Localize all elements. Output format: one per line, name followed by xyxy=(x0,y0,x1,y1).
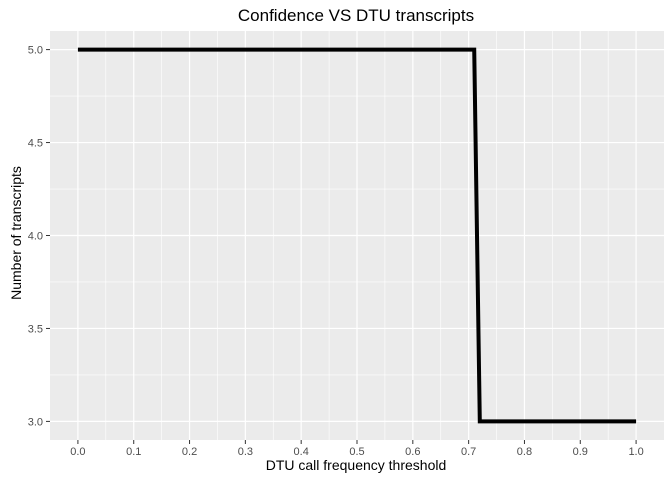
series-line xyxy=(77,47,637,424)
x-tick-label: 0.5 xyxy=(349,446,364,458)
y-tick-label: 4.5 xyxy=(28,138,43,150)
x-tick-label: 1.0 xyxy=(628,446,643,458)
x-axis-ticks: 0.0 0.1 0.2 0.3 0.4 0.5 0.6 0.7 0.8 0.9 1.0 xyxy=(70,440,644,458)
y-tick-label: 3.0 xyxy=(28,416,43,428)
y-axis-title: Number of transcripts xyxy=(8,166,24,300)
y-tick-label: 3.5 xyxy=(28,323,43,335)
x-axis-title: DTU call frequency threshold xyxy=(266,457,447,473)
y-tick-label: 5.0 xyxy=(28,45,43,57)
x-tick-label: 0.9 xyxy=(573,446,588,458)
x-tick-label: 0.7 xyxy=(461,446,476,458)
x-tick-label: 0.3 xyxy=(238,446,253,458)
y-axis-ticks: 3.0 3.5 4.0 4.5 5.0 xyxy=(28,45,50,428)
series-layer xyxy=(77,47,637,424)
x-tick-label: 0.1 xyxy=(126,446,141,458)
x-tick-label: 0.8 xyxy=(517,446,532,458)
x-tick-label: 0.4 xyxy=(294,446,309,458)
x-tick-label: 0.6 xyxy=(405,446,420,458)
x-tick-label: 0.0 xyxy=(70,446,85,458)
chart-title: Confidence VS DTU transcripts xyxy=(238,6,474,25)
x-tick-label: 0.2 xyxy=(182,446,197,458)
y-tick-label: 4.0 xyxy=(28,231,43,243)
